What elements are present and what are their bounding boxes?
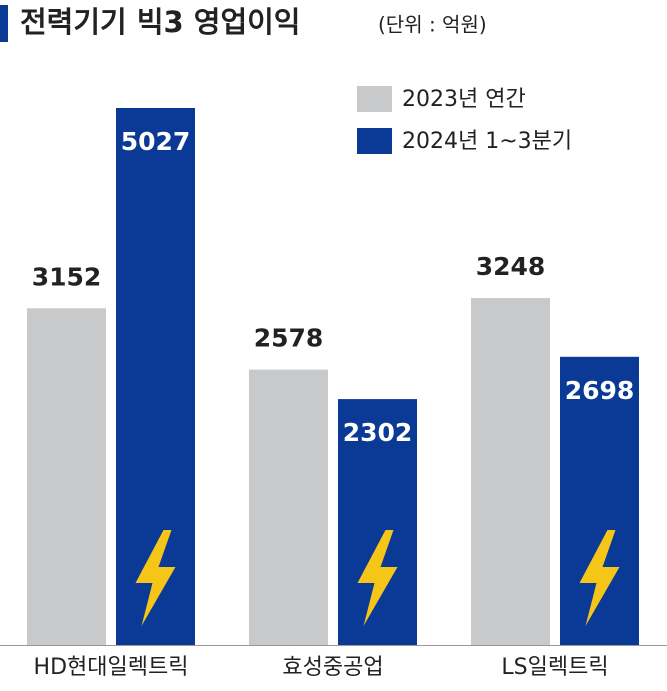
title-marker (0, 5, 8, 42)
bar (27, 308, 106, 645)
x-tick-label: HD현대일렉트릭 (34, 655, 189, 680)
x-tick-label: 효성중공업 (282, 655, 383, 680)
value-label: 3248 (476, 252, 546, 281)
legend-swatch (357, 86, 392, 112)
lightning-icon (357, 530, 398, 626)
legend-swatch (357, 128, 392, 154)
lightning-icon (579, 530, 620, 626)
bar (249, 369, 328, 645)
chart-title: 전력기기 빅3 영업이익 (20, 5, 301, 39)
legend-label: 2024년 1~3분기 (402, 129, 572, 154)
lightning-icon (135, 530, 176, 626)
x-tick-label: LS일렉트릭 (501, 655, 608, 680)
value-label: 5027 (121, 127, 191, 156)
bar (338, 399, 417, 645)
bar (471, 298, 550, 645)
value-label: 2698 (565, 376, 635, 405)
value-label: 2578 (254, 324, 324, 353)
value-label: 3152 (32, 262, 102, 291)
legend-label: 2023년 연간 (402, 87, 526, 112)
chart-subtitle: (단위 : 억원) (378, 13, 487, 37)
value-label: 2302 (343, 418, 413, 447)
